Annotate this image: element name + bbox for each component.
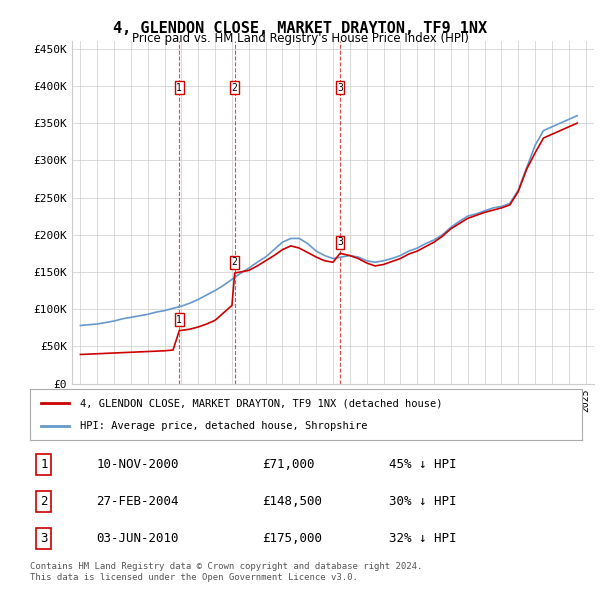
Text: 1: 1 bbox=[176, 314, 182, 325]
Text: Price paid vs. HM Land Registry's House Price Index (HPI): Price paid vs. HM Land Registry's House … bbox=[131, 32, 469, 45]
Text: £71,000: £71,000 bbox=[262, 458, 314, 471]
Text: £175,000: £175,000 bbox=[262, 532, 322, 545]
Text: Contains HM Land Registry data © Crown copyright and database right 2024.: Contains HM Land Registry data © Crown c… bbox=[30, 562, 422, 571]
Text: 4, GLENDON CLOSE, MARKET DRAYTON, TF9 1NX (detached house): 4, GLENDON CLOSE, MARKET DRAYTON, TF9 1N… bbox=[80, 398, 442, 408]
Text: 3: 3 bbox=[337, 237, 343, 247]
Text: 1: 1 bbox=[176, 83, 182, 93]
Text: 2: 2 bbox=[40, 495, 47, 508]
Text: 45% ↓ HPI: 45% ↓ HPI bbox=[389, 458, 457, 471]
Text: This data is licensed under the Open Government Licence v3.0.: This data is licensed under the Open Gov… bbox=[30, 573, 358, 582]
Text: 32% ↓ HPI: 32% ↓ HPI bbox=[389, 532, 457, 545]
Text: 1: 1 bbox=[40, 458, 47, 471]
Text: 3: 3 bbox=[337, 83, 343, 93]
Text: 2: 2 bbox=[232, 83, 238, 93]
Text: £148,500: £148,500 bbox=[262, 495, 322, 508]
Text: 10-NOV-2000: 10-NOV-2000 bbox=[96, 458, 179, 471]
Text: 2: 2 bbox=[232, 257, 238, 267]
Text: HPI: Average price, detached house, Shropshire: HPI: Average price, detached house, Shro… bbox=[80, 421, 367, 431]
Text: 3: 3 bbox=[40, 532, 47, 545]
Text: 27-FEB-2004: 27-FEB-2004 bbox=[96, 495, 179, 508]
Text: 4, GLENDON CLOSE, MARKET DRAYTON, TF9 1NX: 4, GLENDON CLOSE, MARKET DRAYTON, TF9 1N… bbox=[113, 21, 487, 35]
Text: 30% ↓ HPI: 30% ↓ HPI bbox=[389, 495, 457, 508]
Text: 03-JUN-2010: 03-JUN-2010 bbox=[96, 532, 179, 545]
